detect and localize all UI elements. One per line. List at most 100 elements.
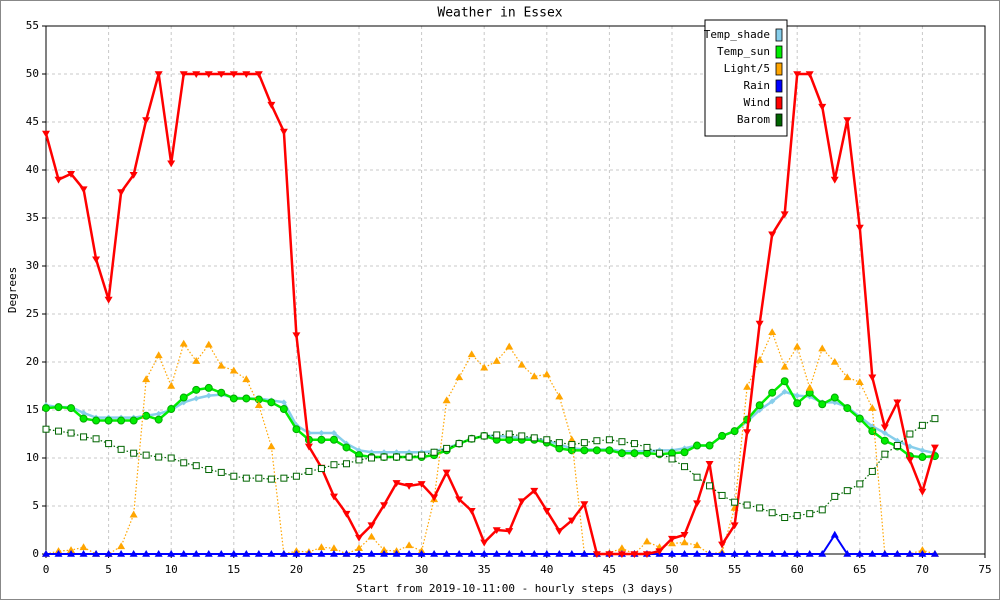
point <box>405 550 414 557</box>
point <box>781 514 789 522</box>
point <box>467 550 476 557</box>
point <box>55 427 63 435</box>
point <box>930 444 939 452</box>
point <box>179 339 188 347</box>
point <box>605 436 613 444</box>
point <box>129 416 138 425</box>
point <box>517 360 526 368</box>
point <box>518 432 526 440</box>
point <box>417 550 426 557</box>
legend-label: Temp_sun <box>717 45 770 58</box>
point <box>292 472 300 480</box>
point <box>781 388 788 395</box>
point <box>505 528 514 535</box>
point <box>593 437 601 445</box>
point <box>755 401 764 410</box>
point <box>54 403 63 412</box>
point <box>292 425 301 434</box>
point <box>693 500 702 508</box>
x-tick-label: 70 <box>916 563 929 576</box>
point <box>279 128 288 136</box>
point <box>254 401 263 408</box>
point <box>505 550 514 557</box>
point <box>192 385 201 394</box>
x-tick-label: 65 <box>853 563 866 576</box>
point <box>905 550 914 557</box>
point <box>92 256 101 264</box>
point <box>680 550 689 557</box>
point <box>681 463 689 471</box>
point <box>179 393 188 402</box>
point <box>830 530 839 538</box>
point <box>731 498 739 506</box>
point <box>142 411 151 420</box>
point <box>543 436 551 444</box>
point <box>868 374 877 382</box>
point <box>129 172 138 179</box>
point <box>830 176 839 184</box>
point <box>204 340 213 348</box>
point <box>205 466 213 474</box>
point <box>693 473 701 481</box>
point <box>367 522 376 530</box>
point <box>805 550 814 557</box>
point <box>831 492 839 500</box>
point <box>54 176 63 184</box>
point <box>355 534 363 542</box>
point <box>693 550 702 557</box>
point <box>743 550 752 557</box>
point <box>267 398 276 407</box>
point <box>54 550 63 557</box>
point <box>242 394 251 403</box>
point <box>367 550 376 557</box>
legend-swatch <box>775 113 783 127</box>
point <box>843 117 852 125</box>
point <box>467 350 476 358</box>
point <box>242 71 251 78</box>
point <box>455 496 464 504</box>
point <box>617 544 626 552</box>
point <box>104 550 113 557</box>
point <box>267 475 275 483</box>
point <box>542 550 551 557</box>
point <box>755 356 764 363</box>
point <box>693 541 702 549</box>
point <box>780 550 789 557</box>
point <box>280 474 288 482</box>
point <box>167 382 176 389</box>
point <box>493 431 501 439</box>
point <box>130 449 138 457</box>
point <box>668 550 676 557</box>
point <box>42 404 50 413</box>
point <box>204 383 213 392</box>
point <box>79 550 88 557</box>
point <box>768 231 777 239</box>
point <box>492 357 501 364</box>
point <box>568 441 576 449</box>
point <box>242 474 250 482</box>
point <box>743 429 752 437</box>
point <box>317 543 326 551</box>
point <box>193 395 200 402</box>
point <box>655 548 664 556</box>
point <box>204 71 213 78</box>
point <box>580 501 589 509</box>
point <box>342 550 351 557</box>
point <box>67 550 76 557</box>
point <box>442 550 451 557</box>
point <box>730 550 739 557</box>
point <box>905 457 914 464</box>
point <box>592 551 601 558</box>
point <box>405 453 413 461</box>
point <box>567 435 576 443</box>
point <box>430 494 439 502</box>
point <box>680 448 689 457</box>
point <box>780 362 789 370</box>
y-tick-label: 30 <box>26 259 39 272</box>
point <box>355 544 363 552</box>
point <box>342 443 351 452</box>
point <box>718 491 726 499</box>
legend-swatch <box>775 62 783 76</box>
legend-swatch <box>775 79 783 93</box>
